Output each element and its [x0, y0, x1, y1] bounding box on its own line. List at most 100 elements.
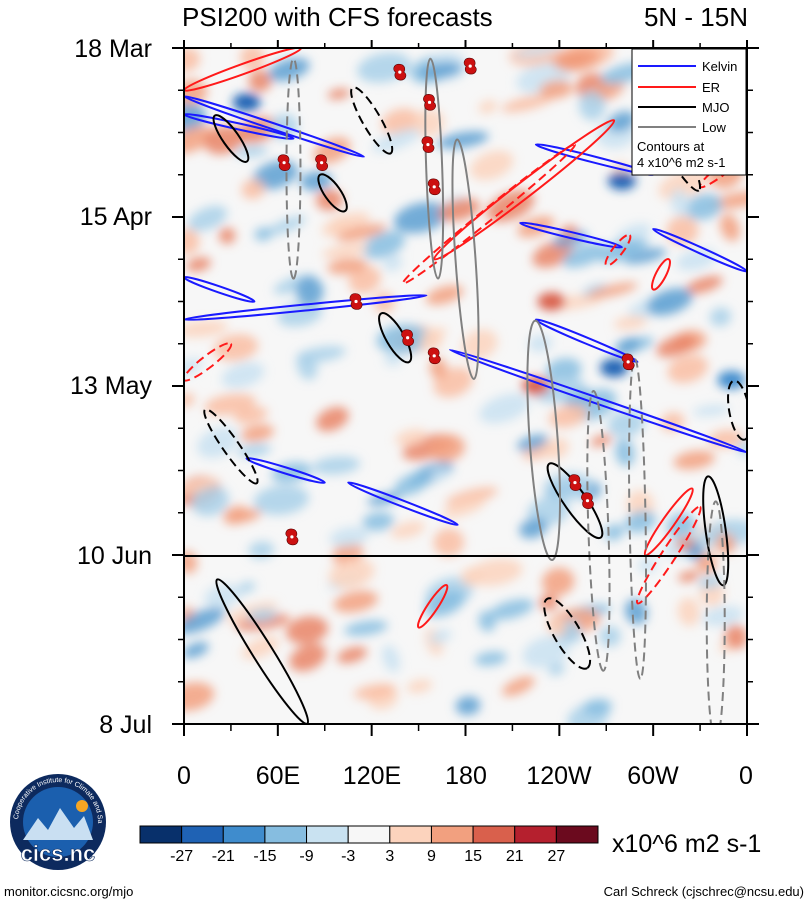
kelvin-contour	[347, 481, 459, 527]
anomaly-blob	[445, 487, 498, 507]
anomaly-blob	[716, 533, 736, 555]
anomaly-blob	[362, 511, 395, 531]
storm-icon	[463, 57, 477, 75]
storm-icon-eye	[320, 161, 324, 165]
storm-icon-eye	[468, 64, 472, 68]
low-contour	[526, 319, 561, 562]
anomaly-blob	[184, 48, 201, 72]
anomaly-blob	[296, 276, 324, 306]
kelvin-contour	[652, 227, 747, 273]
anomaly-blob	[442, 498, 486, 518]
colorbar-tick-label: 9	[427, 848, 436, 865]
x-tick-label: 60W	[627, 762, 679, 790]
colorbar-tick-label: 3	[385, 848, 394, 865]
colorbar-box	[514, 825, 557, 844]
storm-icon-eye	[432, 354, 436, 358]
colorbar: -27 -21 -15 -9 -3 3 9 15 21 27	[139, 825, 599, 865]
anomaly-core	[607, 171, 636, 190]
anomaly-blob	[184, 79, 208, 105]
storm-icon	[581, 492, 594, 509]
anomaly-blob	[184, 125, 215, 154]
storm-icon	[401, 329, 415, 347]
anomaly-blob	[676, 248, 717, 271]
anomaly-blob	[268, 57, 310, 82]
logo-mountains	[23, 808, 93, 840]
anomaly-blob	[615, 223, 651, 246]
kelvin-contour	[534, 318, 639, 364]
legend: Kelvin ER MJO Low Contours at 4 x10^6 m2…	[631, 48, 747, 176]
anomaly-blob	[229, 509, 262, 523]
anomaly-blob	[562, 243, 607, 268]
colorbar-tick-label: -21	[212, 848, 235, 865]
anomaly-blob	[582, 283, 608, 297]
anomaly-blob	[420, 330, 443, 351]
er-contour	[416, 583, 449, 629]
storm-icon	[568, 474, 582, 491]
anomaly-blob	[406, 679, 433, 693]
anomaly-blob	[265, 216, 306, 236]
anomaly-blob	[300, 171, 333, 191]
anomaly-blob	[248, 70, 272, 92]
anomaly-blob	[543, 472, 593, 501]
anomaly-blob	[277, 302, 323, 327]
anomaly-blob	[253, 485, 309, 515]
anomaly-blob	[327, 258, 368, 275]
anomaly-blob	[624, 598, 648, 625]
anomaly-blob	[382, 644, 400, 673]
er-contour	[635, 505, 702, 605]
anomaly-blob	[218, 227, 236, 244]
anomaly-blob	[539, 594, 558, 611]
colorbar-tick-label: -3	[341, 848, 355, 865]
anomaly-blob	[677, 597, 701, 627]
x-tick-label: 0	[177, 762, 191, 790]
storm-icon-eye	[427, 100, 432, 104]
storm-icon	[285, 528, 299, 546]
low-contour	[628, 357, 647, 680]
er-contour	[604, 233, 632, 267]
anomaly-blob	[184, 393, 195, 407]
anomaly-blob	[685, 193, 723, 221]
anomaly-blob	[395, 429, 428, 446]
storm-icon	[277, 154, 291, 171]
anomaly-blob	[362, 230, 405, 259]
anomaly-blob	[425, 285, 464, 305]
anomaly-blob	[428, 434, 466, 462]
anomaly-blob	[548, 404, 588, 428]
anomaly-blob	[328, 558, 375, 589]
anomaly-blob	[436, 131, 489, 149]
anomaly-blob	[413, 109, 445, 138]
kelvin-contour	[245, 457, 326, 484]
anomaly-blob	[221, 362, 265, 389]
storm-icon-eye	[626, 360, 630, 364]
legend-label-kelvin: Kelvin	[702, 59, 737, 74]
anomaly-blob	[578, 90, 606, 121]
anomaly-blob	[429, 467, 450, 481]
anomaly-blob	[692, 404, 730, 417]
storm-icon	[423, 94, 436, 111]
anomaly-blob	[254, 227, 272, 241]
anomaly-blob	[348, 265, 381, 294]
anomaly-blob	[353, 683, 397, 700]
low-contour	[586, 389, 611, 672]
legend-box	[631, 48, 747, 176]
anomaly-core	[232, 93, 261, 112]
anomaly-blob	[184, 641, 209, 659]
anomaly-blob	[234, 145, 269, 158]
anomaly-blob	[248, 541, 275, 559]
anomaly-blob	[419, 62, 463, 79]
chart-title: PSI200 with CFS forecasts	[182, 2, 493, 32]
anomaly-blob	[724, 624, 747, 650]
anomaly-blob	[539, 80, 574, 99]
storm-icon	[427, 178, 441, 196]
anomaly-blob	[474, 651, 507, 666]
anomaly-blob	[613, 315, 648, 330]
storm-icon-eye	[290, 535, 294, 539]
anomaly-blob	[685, 275, 723, 294]
anomaly-blob	[543, 437, 570, 460]
anomaly-blob	[321, 243, 369, 259]
er-contour	[184, 342, 233, 382]
kelvin-contour	[184, 113, 295, 140]
anomaly-blob	[522, 635, 571, 668]
colorbar-tick-label: 15	[464, 848, 482, 865]
anomaly-blob	[327, 88, 351, 100]
